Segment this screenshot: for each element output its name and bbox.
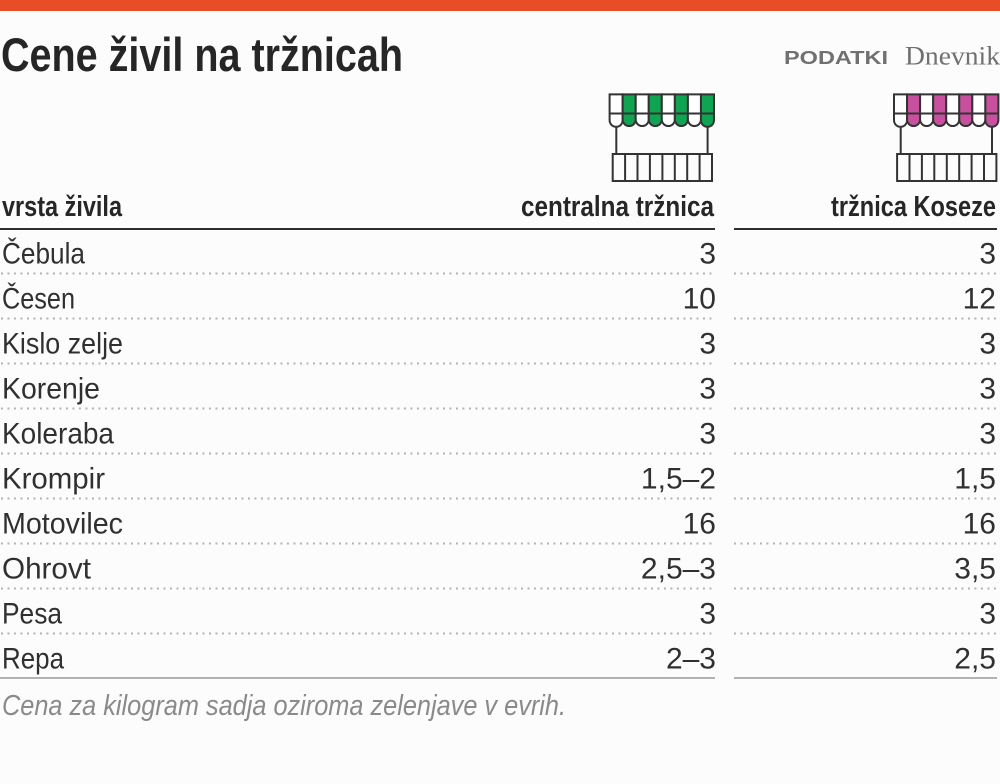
svg-text:Cena za kilogram sadja oziroma: Cena za kilogram sadja oziroma zelenjave…: [2, 690, 566, 722]
svg-text:16: 16: [683, 508, 716, 541]
svg-text:3: 3: [699, 598, 716, 631]
svg-text:Koleraba: Koleraba: [2, 418, 114, 451]
svg-text:2–3: 2–3: [666, 643, 716, 676]
svg-text:2,5–3: 2,5–3: [641, 553, 716, 586]
svg-text:3: 3: [979, 598, 996, 631]
svg-text:vrsta živila: vrsta živila: [2, 191, 123, 223]
svg-text:Korenje: Korenje: [2, 373, 100, 406]
svg-text:3: 3: [699, 238, 716, 271]
svg-text:3: 3: [979, 418, 996, 451]
svg-text:3: 3: [979, 373, 996, 406]
svg-text:3: 3: [699, 328, 716, 361]
svg-text:3: 3: [979, 238, 996, 271]
svg-text:1,5–2: 1,5–2: [641, 463, 716, 496]
svg-text:16: 16: [963, 508, 996, 541]
svg-text:PODATKI: PODATKI: [784, 48, 888, 68]
svg-text:3: 3: [699, 418, 716, 451]
svg-text:Repa: Repa: [2, 643, 64, 676]
svg-text:Ohrovt: Ohrovt: [2, 553, 92, 586]
svg-text:Čebula: Čebula: [2, 237, 85, 271]
svg-text:Dnevnik: Dnevnik: [905, 42, 1000, 71]
svg-text:12: 12: [963, 283, 996, 316]
svg-text:Cene živil na tržnicah: Cene živil na tržnicah: [1, 28, 403, 81]
svg-text:Kislo zelje: Kislo zelje: [2, 328, 123, 361]
svg-text:2,5: 2,5: [954, 643, 996, 676]
svg-text:1,5: 1,5: [954, 463, 996, 496]
svg-text:Česen: Česen: [2, 282, 75, 316]
svg-text:Krompir: Krompir: [2, 463, 105, 496]
svg-text:3,5: 3,5: [954, 553, 996, 586]
svg-text:3: 3: [699, 373, 716, 406]
svg-text:3: 3: [979, 328, 996, 361]
svg-text:tržnica Koseze: tržnica Koseze: [831, 191, 996, 223]
svg-text:10: 10: [683, 283, 716, 316]
svg-text:Motovilec: Motovilec: [2, 508, 123, 541]
svg-text:Pesa: Pesa: [2, 598, 62, 631]
svg-text:centralna tržnica: centralna tržnica: [521, 191, 715, 223]
